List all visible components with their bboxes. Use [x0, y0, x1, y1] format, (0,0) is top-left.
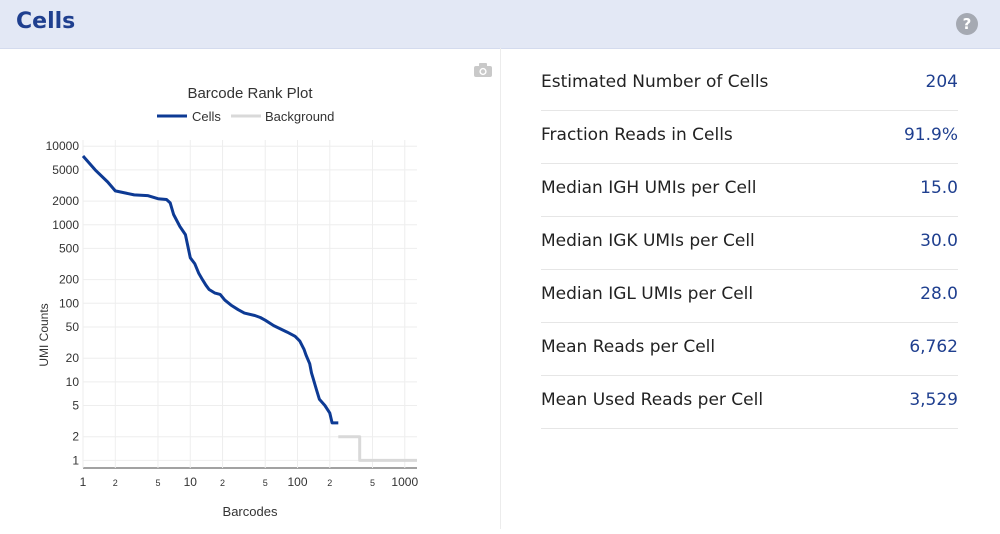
y-tick-label: 500 — [59, 241, 79, 255]
y-tick-label: 5 — [72, 398, 79, 412]
metric-value: 30.0 — [920, 231, 958, 251]
x-axis-label: Barcodes — [223, 504, 278, 519]
x-tick-label: 100 — [288, 475, 308, 489]
legend-label-cells: Cells — [192, 109, 221, 124]
metric-value: 3,529 — [909, 390, 958, 410]
metric-row: Fraction Reads in Cells 91.9% — [541, 111, 958, 164]
metrics-table: Estimated Number of Cells 204 Fraction Rea… — [541, 58, 958, 429]
x-tick-label: 1 — [80, 475, 87, 489]
metric-row: Estimated Number of Cells 204 — [541, 58, 958, 111]
metric-label: Mean Used Reads per Cell — [541, 390, 764, 410]
y-tick-label: 2000 — [52, 194, 79, 208]
camera-icon[interactable] — [473, 62, 493, 78]
metric-row: Median IGH UMIs per Cell 15.0 — [541, 164, 958, 217]
y-tick-label: 2 — [72, 430, 79, 444]
metric-row: Mean Used Reads per Cell 3,529 — [541, 376, 958, 429]
page-header: Cells ? — [0, 0, 1000, 49]
y-tick-label: 5000 — [52, 163, 79, 177]
x-tick-label: 10 — [184, 475, 198, 489]
metric-label: Estimated Number of Cells — [541, 72, 769, 92]
x-tick-label: 5 — [263, 478, 268, 488]
metric-value: 204 — [925, 72, 958, 92]
y-tick-label: 200 — [59, 273, 79, 287]
chart-title: Barcode Rank Plot — [187, 85, 313, 102]
x-tick-label: 5 — [155, 478, 160, 488]
chart-legend[interactable]: Cells Background — [157, 109, 334, 124]
metric-value: 91.9% — [903, 125, 958, 145]
metric-row: Mean Reads per Cell 6,762 — [541, 323, 958, 376]
x-tick-label: 5 — [370, 478, 375, 488]
y-axis-label: UMI Counts — [37, 303, 51, 366]
y-tick-label: 50 — [66, 320, 80, 334]
y-tick-label: 10 — [66, 375, 80, 389]
panel-divider — [500, 48, 501, 529]
barcode-rank-chart: Barcode Rank Plot Cells Background 1 2 5 10… — [0, 48, 500, 529]
page-title: Cells — [16, 9, 76, 34]
chart-lines — [81, 155, 417, 462]
x-tick-label: 2 — [220, 478, 225, 488]
series-line-background — [338, 435, 417, 462]
metric-label: Mean Reads per Cell — [541, 337, 716, 357]
y-tick-label: 1000 — [52, 218, 79, 232]
metric-value: 15.0 — [920, 178, 958, 198]
series-line-cells — [81, 155, 339, 425]
chart-grid — [82, 140, 417, 469]
metric-label: Median IGH UMIs per Cell — [541, 178, 757, 198]
metric-label: Fraction Reads in Cells — [541, 125, 733, 145]
metric-label: Median IGL UMIs per Cell — [541, 284, 754, 304]
metric-value: 6,762 — [909, 337, 958, 357]
x-tick-label: 2 — [327, 478, 332, 488]
y-tick-label: 1 — [72, 453, 79, 467]
y-tick-label: 100 — [59, 296, 79, 310]
question-circle-icon[interactable]: ? — [956, 13, 978, 35]
y-axis-ticks: 1 2 5 10 20 50 100 200 500 1000 2000 5000 10000 — [46, 139, 80, 467]
metric-label: Median IGK UMIs per Cell — [541, 231, 755, 251]
x-tick-label: 1000 — [391, 475, 418, 489]
x-tick-label: 2 — [113, 478, 118, 488]
metric-row: Median IGK UMIs per Cell 30.0 — [541, 217, 958, 270]
y-tick-label: 20 — [66, 351, 80, 365]
x-axis-ticks: 1 2 5 10 2 5 100 2 5 1000 — [80, 475, 419, 489]
metric-row: Median IGL UMIs per Cell 28.0 — [541, 270, 958, 323]
legend-label-background: Background — [265, 109, 334, 124]
y-tick-label: 10000 — [46, 139, 80, 153]
chart-svg: Barcode Rank Plot Cells Background 1 2 5 10… — [37, 85, 419, 519]
metric-value: 28.0 — [920, 284, 958, 304]
